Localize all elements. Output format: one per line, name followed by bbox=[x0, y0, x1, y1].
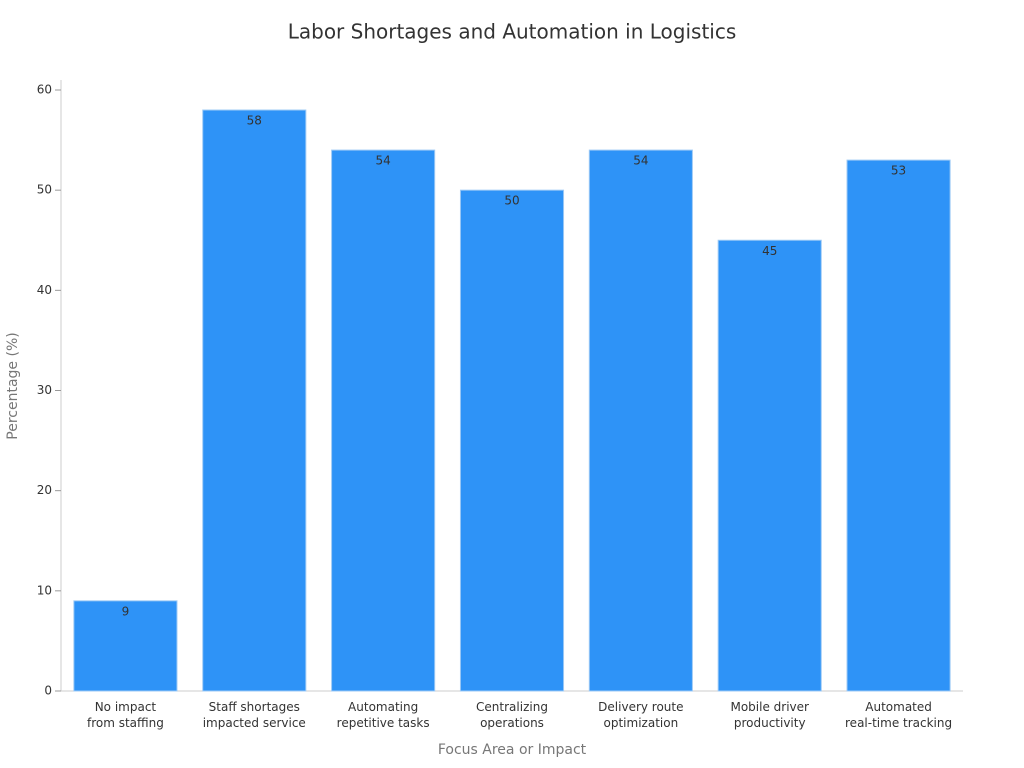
data-label: 53 bbox=[891, 164, 906, 178]
x-tick-label: Staff shortages impacted service bbox=[203, 700, 306, 730]
x-tick-label-line: from staffing bbox=[87, 716, 164, 730]
x-tick-label-line: No impact bbox=[95, 700, 157, 714]
chart-title: Labor Shortages and Automation in Logist… bbox=[288, 20, 737, 44]
x-axis-label: Focus Area or Impact bbox=[438, 742, 587, 758]
y-tick-label: 50 bbox=[37, 183, 52, 197]
bar bbox=[846, 159, 951, 692]
x-tick-label: Mobile driver productivity bbox=[730, 700, 809, 730]
data-label: 9 bbox=[122, 604, 130, 618]
data-label: 45 bbox=[762, 244, 777, 258]
x-tick-label: Automating repetitive tasks bbox=[337, 700, 430, 730]
x-tick-label: Automated real-time tracking bbox=[845, 700, 952, 730]
x-tick-label-line: Mobile driver bbox=[730, 700, 809, 714]
bar bbox=[331, 149, 436, 692]
data-label: 54 bbox=[376, 154, 391, 168]
x-tick-label-line: Automated bbox=[865, 700, 932, 714]
data-label: 58 bbox=[247, 114, 262, 128]
bar bbox=[459, 189, 565, 692]
bar bbox=[202, 109, 307, 692]
x-tick-label-line: optimization bbox=[604, 716, 679, 730]
x-tick-label: Centralizing operations bbox=[476, 700, 548, 730]
x-tick-label-line: real-time tracking bbox=[845, 716, 952, 730]
y-tick-label: 20 bbox=[37, 483, 52, 497]
bar bbox=[588, 149, 693, 692]
data-label: 50 bbox=[504, 194, 519, 208]
bar bbox=[73, 600, 178, 692]
y-tick-label: 10 bbox=[37, 583, 52, 597]
y-tick-label: 0 bbox=[44, 684, 52, 698]
x-tick-label: No impact from staffing bbox=[87, 700, 164, 730]
y-tick-label: 40 bbox=[37, 283, 52, 297]
x-tick-label-line: Delivery route bbox=[598, 700, 683, 714]
x-tick-label-line: productivity bbox=[734, 716, 806, 730]
x-tick-label-line: Centralizing bbox=[476, 700, 548, 714]
x-tick-label-line: repetitive tasks bbox=[337, 716, 430, 730]
x-tick-label-line: Automating bbox=[348, 700, 418, 714]
x-tick-label-line: operations bbox=[480, 716, 544, 730]
x-tick-label-line: Staff shortages bbox=[209, 700, 300, 714]
y-tick-label: 60 bbox=[37, 83, 52, 97]
bar bbox=[717, 239, 822, 692]
y-tick-label: 30 bbox=[37, 383, 52, 397]
data-label: 54 bbox=[633, 154, 648, 168]
x-tick-label-line: impacted service bbox=[203, 716, 306, 730]
x-tick-label: Delivery route optimization bbox=[598, 700, 683, 730]
y-axis-label: Percentage (%) bbox=[5, 332, 21, 439]
